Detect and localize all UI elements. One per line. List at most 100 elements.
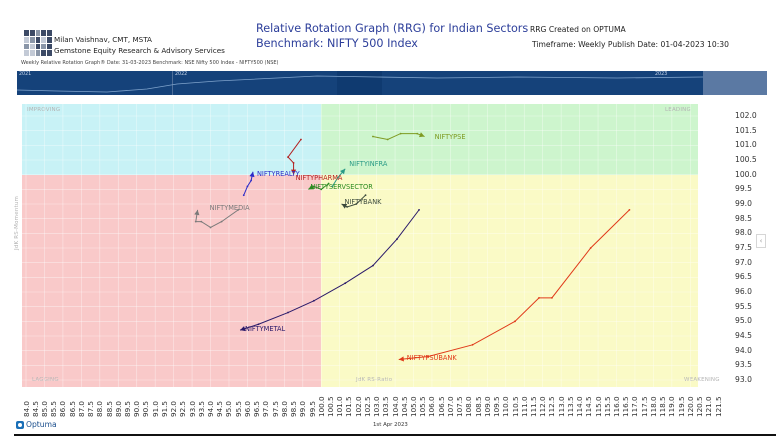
x-tick-label: 96.5 — [252, 400, 262, 417]
x-tick-label: 116.0 — [612, 396, 621, 417]
quadrant-label-leading: LEADING — [665, 107, 691, 113]
timeline-scroll-handle[interactable] — [703, 71, 767, 95]
y-tick-label: 94.0 — [735, 345, 752, 355]
x-tick-label: 109.0 — [482, 396, 492, 417]
x-tick-label: 103.5 — [381, 396, 391, 417]
x-tick-label: 114.0 — [575, 396, 585, 417]
x-tick-label: 105.0 — [409, 396, 419, 417]
footer: Optuma 1st Apr 2023 — [14, 418, 776, 436]
arrow-head-icon — [340, 168, 346, 175]
x-tick-label: 108.5 — [473, 396, 483, 417]
sector-label-niftybank[interactable]: NIFTYBANK — [344, 198, 382, 206]
timeline-year-2021: 2021 — [19, 72, 32, 77]
x-tick-label: 84.5 — [30, 400, 40, 417]
x-tick-label: 86.0 — [58, 400, 68, 417]
x-tick-label: 100.5 — [325, 396, 335, 417]
sector-label-niftymedia[interactable]: NIFTYMEDIA — [209, 203, 250, 212]
x-tick-label: 108.0 — [464, 396, 474, 417]
timeline-navigator[interactable]: 2021 2022 2023 — [17, 71, 767, 95]
x-tick-label: 88.0 — [95, 400, 105, 417]
created-on-text: RRG Created on OPTUMA — [530, 25, 626, 34]
footer-date: 1st Apr 2023 — [373, 422, 408, 428]
x-tick-label: 113.0 — [556, 396, 566, 417]
arrow-head-icon — [249, 171, 255, 178]
tail-niftymedia[interactable] — [195, 209, 239, 229]
timeline-year-2022: 2022 — [175, 72, 188, 77]
y-tick-label: 102.0 — [735, 111, 757, 120]
timeline-selected-range[interactable] — [337, 71, 382, 95]
sector-label-niftypse[interactable]: NIFTYPSE — [434, 132, 466, 141]
tail-niftymetal[interactable] — [239, 209, 420, 331]
x-tick-label: 87.0 — [76, 400, 86, 417]
x-tick-label: 102.0 — [353, 396, 363, 417]
x-tick-label: 89.5 — [122, 400, 132, 417]
author-block: Milan Vaishnav, CMT, MSTA Gemstone Equit… — [54, 34, 225, 56]
y-tick-label: 100.5 — [735, 155, 757, 164]
x-tick-label: 120.0 — [685, 396, 695, 417]
x-tick-label: 95.5 — [233, 400, 243, 417]
report-header: Milan Vaishnav, CMT, MSTA Gemstone Equit… — [0, 0, 776, 60]
sector-label-niftypsubank[interactable]: NIFTYPSUBANK — [406, 354, 457, 363]
y-tick-label: 96.5 — [735, 272, 752, 282]
chart-benchmark: Benchmark: NIFTY 500 Index — [256, 37, 418, 50]
y-tick-label: 101.5 — [735, 125, 757, 135]
x-tick-label: 106.5 — [436, 396, 446, 417]
y-tick-label: 93.0 — [735, 375, 752, 384]
sector-label-niftymetal[interactable]: NIFTYMETAL — [245, 325, 286, 334]
timeframe-publish-text: Timeframe: Weekly Publish Date: 01-04-20… — [532, 40, 729, 49]
tail-niftypse[interactable] — [372, 133, 425, 140]
x-tick-label: 113.5 — [565, 396, 575, 417]
timeline-year-2023: 2023 — [655, 72, 668, 77]
x-tick-label: 93.0 — [187, 400, 197, 417]
x-tick-label: 118.0 — [648, 396, 658, 417]
y-tick-label: 97.5 — [735, 243, 752, 252]
x-tick-label: 111.0 — [519, 396, 529, 417]
arrow-head-icon — [398, 356, 404, 362]
x-tick-label: 99.5 — [307, 400, 317, 417]
chart-title: Relative Rotation Graph (RRG) for Indian… — [256, 22, 529, 35]
collapse-panel-button[interactable]: ‹ — [756, 234, 766, 248]
y-tick-label: 93.5 — [735, 360, 752, 370]
x-tick-label: 117.5 — [639, 396, 649, 417]
y-tick-label: 99.5 — [735, 184, 752, 194]
y-tick-label: 99.0 — [735, 199, 752, 208]
quadrant-lagging — [22, 175, 321, 387]
sector-label-niftypharma[interactable]: NIFTYPHARMA — [295, 173, 343, 182]
chart-subheader: Weekly Relative Rotation Graph® Date: 31… — [21, 60, 279, 66]
tail-niftypsubank[interactable] — [398, 209, 630, 360]
arrow-head-icon — [308, 184, 314, 190]
x-tick-label: 109.5 — [492, 396, 502, 417]
x-tick-label: 112.0 — [538, 396, 548, 417]
x-tick-label: 94.0 — [206, 400, 216, 417]
x-tick-label: 120.5 — [695, 396, 705, 417]
x-tick-label: 103.0 — [372, 396, 382, 417]
x-tick-label: 90.5 — [141, 400, 151, 417]
tail-niftypharma[interactable] — [287, 139, 302, 175]
optuma-brand-text: Optuma — [26, 420, 57, 429]
x-tick-label: 104.5 — [399, 396, 409, 417]
x-tick-label: 84.0 — [21, 400, 31, 417]
x-tick-label: 101.0 — [335, 396, 345, 417]
x-tick-label: 96.0 — [242, 400, 252, 417]
x-tick-label: 91.5 — [159, 400, 169, 417]
sector-label-niftyinfra[interactable]: NIFTYINFRA — [349, 159, 388, 168]
arrow-head-icon — [290, 169, 297, 175]
chart-title-block: Relative Rotation Graph (RRG) for Indian… — [256, 21, 528, 51]
y-tick-label: 100.0 — [735, 169, 757, 179]
x-tick-label: 87.5 — [86, 400, 96, 417]
sector-label-niftyservsector[interactable]: NIFTYSERVSECTOR — [310, 183, 373, 192]
x-tick-label: 99.0 — [298, 400, 308, 417]
x-tick-label: 93.5 — [196, 400, 206, 417]
y-tick-label: 96.0 — [735, 287, 752, 296]
x-tick-label: 98.5 — [289, 400, 299, 417]
arrow-head-icon — [341, 204, 348, 209]
y-tick-label: 101.0 — [735, 140, 757, 150]
x-tick-label: 106.0 — [427, 396, 437, 417]
x-tick-label: 118.5 — [658, 396, 668, 417]
x-tick-label: 121.0 — [704, 396, 714, 417]
y-tick-label: 94.5 — [735, 331, 752, 340]
quadrant-label-weakening: WEAKENING — [684, 377, 720, 383]
sector-label-niftyrealty[interactable]: NIFTYREALTY — [256, 169, 300, 178]
x-tick-label: 115.0 — [593, 396, 603, 417]
